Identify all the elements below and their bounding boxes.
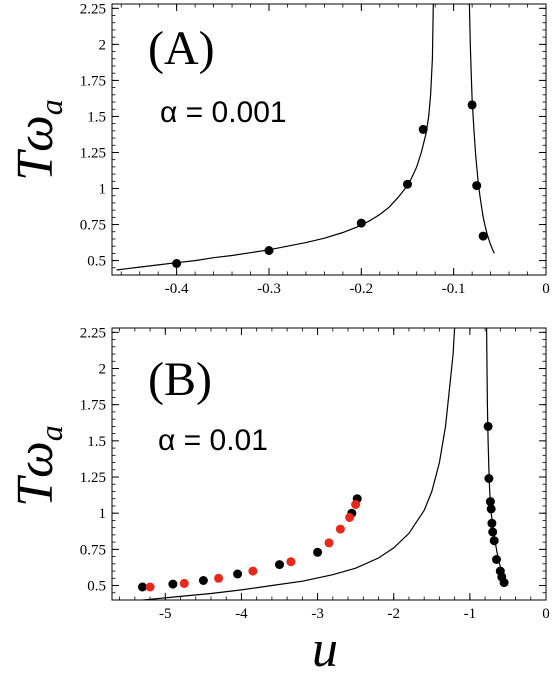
data-point-black	[478, 231, 488, 241]
data-point-red	[351, 500, 361, 509]
data-point-black	[172, 259, 182, 268]
data-point-red	[286, 557, 296, 567]
data-point-red	[248, 566, 258, 576]
data-point-black	[356, 218, 366, 228]
data-point-black	[489, 536, 499, 546]
data-point-red	[179, 578, 189, 588]
y-tick-label: 2.25	[80, 325, 106, 341]
data-point-black	[486, 504, 496, 514]
data-point-black	[275, 560, 284, 570]
x-tick-label: -5	[159, 606, 172, 622]
y-tick-label: 0.75	[80, 218, 106, 234]
data-point-black	[198, 576, 208, 585]
panel-label: (B)	[148, 353, 212, 406]
x-tick-label: -0.3	[257, 281, 281, 297]
y-tick-label: 1.5	[87, 109, 106, 125]
y-tick-label: 2	[99, 362, 107, 378]
y-tick-label: 2.25	[80, 1, 106, 17]
data-point-black	[403, 179, 412, 189]
x-tick-label: 0	[542, 606, 550, 622]
data-point-black	[138, 582, 147, 592]
data-point-red	[214, 573, 224, 583]
data-point-red	[345, 513, 355, 522]
panel-a: -0.4 -0.3 -0.2 -0.1 0 0.5 0.75 1 1.25 1.5 1.75 2 2.2…	[7, 1, 550, 297]
plot-frame	[111, 3, 547, 276]
x-axis-label: u	[312, 621, 338, 678]
data-point-red	[324, 538, 334, 548]
panel-label: (A)	[148, 22, 215, 75]
data-point-black	[418, 124, 428, 134]
x-tick-label: -0.4	[165, 281, 189, 297]
data-point-black	[313, 547, 323, 557]
y-tick-label: 1.75	[80, 398, 106, 414]
y-tick-label: 1.75	[80, 73, 106, 89]
x-tick-label: -0.2	[349, 281, 373, 297]
alpha-annotation: α = 0.001	[160, 96, 287, 129]
y-tick-label: 0.5	[87, 579, 106, 595]
x-tick-label: 0	[542, 281, 550, 297]
data-point-black	[168, 579, 178, 589]
y-tick-label: 1	[99, 506, 107, 522]
data-point-red	[145, 582, 155, 592]
y-tick-label: 1.25	[80, 470, 106, 486]
data-point-black	[485, 497, 495, 507]
data-point-black	[467, 100, 477, 110]
x-tick-label: -4	[235, 606, 248, 622]
data-point-black	[233, 569, 243, 579]
theory-curve	[486, 328, 507, 586]
data-point-black	[487, 518, 497, 528]
data-point-red	[335, 524, 345, 534]
x-tick-label: -2	[387, 606, 400, 622]
x-tick-label: -3	[311, 606, 324, 622]
x-tick-label: -1	[464, 606, 477, 622]
data-point-black	[488, 527, 498, 537]
y-tick-label: 2	[99, 37, 107, 53]
y-tick-label: 0.75	[80, 542, 106, 558]
data-point-black	[264, 246, 274, 255]
y-axis-label: Tωa	[7, 99, 69, 181]
y-tick-label: 1.5	[87, 434, 106, 450]
alpha-annotation: α = 0.01	[158, 424, 268, 457]
y-tick-label: 1.25	[80, 145, 106, 161]
y-tick-label: 1	[99, 182, 107, 198]
y-axis-label: Tωa	[7, 425, 69, 507]
x-tick-label: -0.1	[442, 281, 466, 297]
panel-b: -5 -4 -3 -2 -1 0 0.5 0.75 1 1.25 1.5 1.75 2 2.25 (B) α …	[7, 325, 550, 678]
theory-curve	[136, 328, 456, 600]
y-tick-label: 0.5	[87, 254, 106, 270]
data-point-black	[492, 555, 501, 564]
data-point-black	[472, 181, 482, 191]
data-point-black	[499, 578, 509, 588]
data-point-black	[484, 474, 494, 483]
data-point-black	[483, 421, 493, 431]
plot-frame	[111, 327, 547, 601]
theory-curve	[468, 4, 495, 254]
